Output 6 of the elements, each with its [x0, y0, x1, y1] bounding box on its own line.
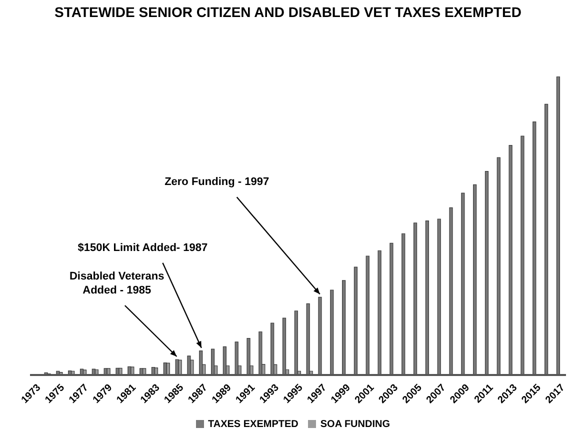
- legend-label: SOA FUNDING: [320, 419, 390, 430]
- chart-title: STATEWIDE SENIOR CITIZEN AND DISABLED VET TAXES EXEMPTED: [54, 3, 522, 22]
- legend-label: TAXES EXEMPTED: [208, 419, 298, 430]
- annotation: Zero Funding - 1997: [164, 176, 270, 188]
- annotation: $150K Limit Added- 1987: [78, 242, 208, 254]
- annotation: Disabled Veterans Added - 1985: [70, 270, 164, 296]
